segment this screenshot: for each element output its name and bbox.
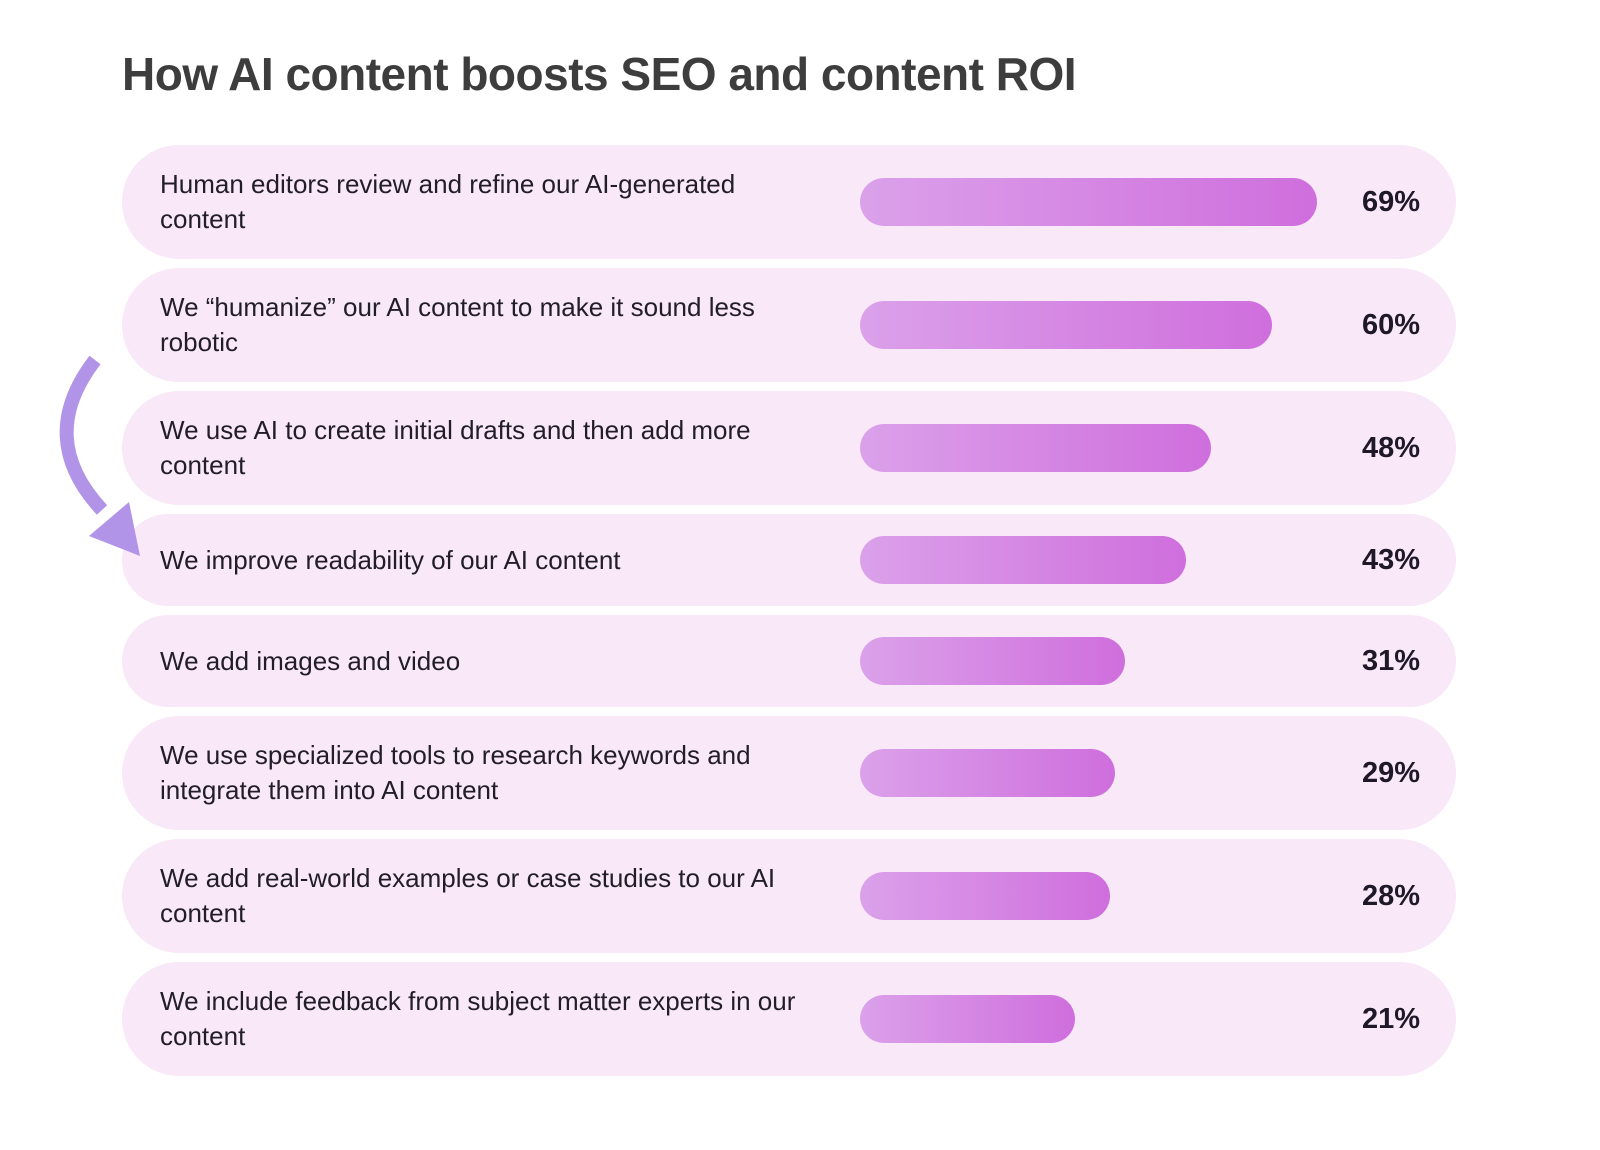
row-label: We add images and video <box>160 645 461 676</box>
bar-fill <box>860 178 1317 226</box>
chart-title: How AI content boosts SEO and content RO… <box>122 48 1077 100</box>
row-label: We include feedback from subject matter … <box>160 986 796 1051</box>
row-value: 21% <box>1361 1002 1420 1035</box>
row-value: 28% <box>1361 879 1420 912</box>
bar-row: We add images and video 31% <box>122 615 1456 707</box>
row-label: We improve readability of our AI content <box>160 544 621 575</box>
bar-row: We use specialized tools to research key… <box>122 716 1456 830</box>
bar-fill <box>860 424 1211 472</box>
bar-chart: Human editors review and refine our AI-g… <box>122 145 1456 1076</box>
row-label: Human editors review and refine our AI-g… <box>160 169 736 234</box>
row-value: 60% <box>1361 308 1420 341</box>
bar-track <box>860 872 1320 920</box>
row-value: 69% <box>1361 185 1420 218</box>
bar-fill <box>860 749 1115 797</box>
bar-fill <box>860 301 1272 349</box>
bar-track <box>860 637 1320 685</box>
bar-track <box>860 301 1320 349</box>
row-label: We use specialized tools to research key… <box>160 740 751 805</box>
bar-row: We “humanize” our AI content to make it … <box>122 268 1456 382</box>
bar-fill <box>860 872 1110 920</box>
bar-fill <box>860 536 1186 584</box>
bar-row: We add real-world examples or case studi… <box>122 839 1456 953</box>
bar-track <box>860 995 1320 1043</box>
row-value: 48% <box>1361 431 1420 464</box>
bar-track <box>860 424 1320 472</box>
bar-row: We include feedback from subject matter … <box>122 962 1456 1076</box>
row-value: 43% <box>1361 543 1420 576</box>
row-value: 31% <box>1361 644 1420 677</box>
bar-row: We improve readability of our AI content… <box>122 514 1456 606</box>
bar-track <box>860 536 1320 584</box>
bar-track <box>860 749 1320 797</box>
row-label: We “humanize” our AI content to make it … <box>160 292 755 357</box>
bar-row: We use AI to create initial drafts and t… <box>122 391 1456 505</box>
arrow-curve <box>59 355 108 515</box>
row-value: 29% <box>1361 756 1420 789</box>
bar-track <box>860 178 1320 226</box>
bar-fill <box>860 637 1125 685</box>
row-label: We add real-world examples or case studi… <box>160 863 776 928</box>
bar-row: Human editors review and refine our AI-g… <box>122 145 1456 259</box>
bar-fill <box>860 995 1075 1043</box>
row-label: We use AI to create initial drafts and t… <box>160 415 751 480</box>
